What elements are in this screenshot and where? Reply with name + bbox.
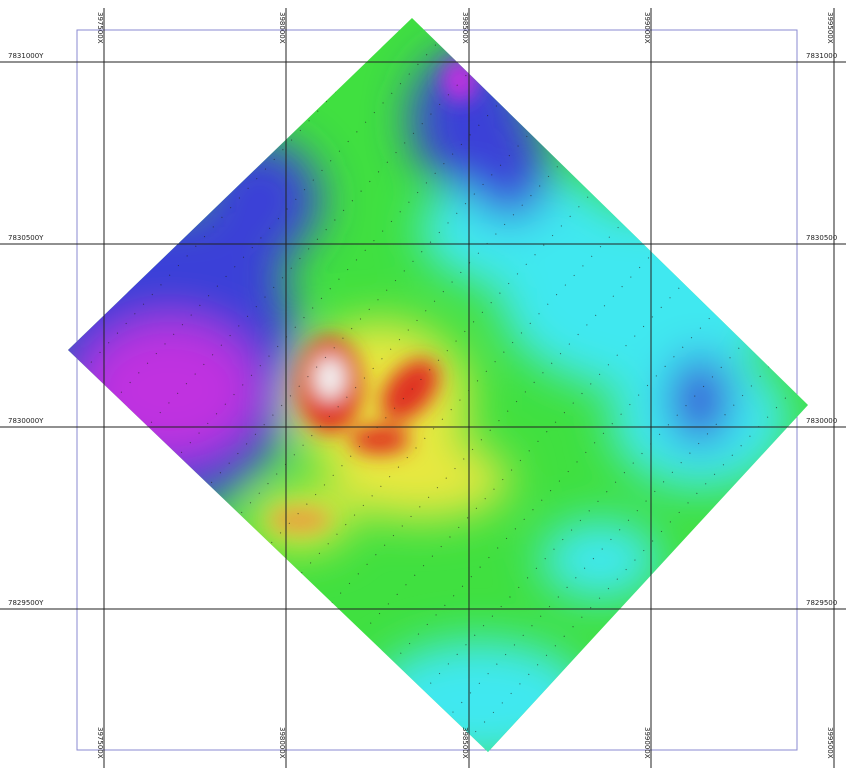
x-labels-bottom: 397500X 398000X 398500X 399000X 399500X [96, 727, 834, 759]
y-label-left: 7831000Y [8, 52, 44, 60]
coordinate-grid [0, 8, 846, 768]
y-label-right: 7830500 [806, 234, 837, 242]
x-label-top: 398000X [278, 12, 286, 44]
y-label-right: 7829500 [806, 599, 837, 607]
x-label-bottom: 397500X [96, 727, 104, 759]
y-label-left: 7830500Y [8, 234, 44, 242]
y-label-right: 7830000 [806, 417, 837, 425]
x-label-top: 399500X [826, 12, 834, 44]
x-label-bottom: 399500X [826, 727, 834, 759]
y-label-left: 7830000Y [8, 417, 44, 425]
y-labels-right: 7831000 7830500 7830000 7829500 [806, 52, 837, 607]
survey-boundary [76, 29, 798, 751]
x-label-top: 399000X [643, 12, 651, 44]
x-label-bottom: 398000X [278, 727, 286, 759]
y-label-right: 7831000 [806, 52, 837, 60]
x-label-bottom: 398500X [461, 727, 469, 759]
x-label-top: 398500X [461, 12, 469, 44]
y-labels-left: 7831000Y 7830500Y 7830000Y 7829500Y [8, 52, 44, 607]
x-labels-top: 397500X 398000X 398500X 399000X 399500X [96, 12, 834, 44]
x-label-bottom: 399000X [643, 727, 651, 759]
x-label-top: 397500X [96, 12, 104, 44]
y-label-left: 7829500Y [8, 599, 44, 607]
flight-lines [68, 19, 808, 752]
